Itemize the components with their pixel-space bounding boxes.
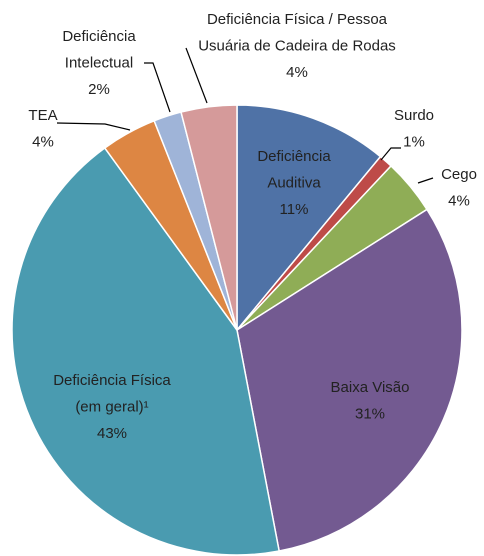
pie-slice	[236, 208, 463, 552]
value-label: 4%	[448, 192, 470, 209]
pie-slice	[236, 104, 382, 333]
value-label: 11%	[280, 201, 309, 218]
slice-label: Auditiva	[267, 174, 321, 191]
value-label: 2%	[88, 81, 110, 98]
slice-label: Surdo	[394, 107, 434, 124]
value-label: 43%	[97, 425, 127, 442]
leader-line	[144, 62, 171, 113]
slice-label: Deficiência Física / Pessoa	[207, 11, 388, 28]
slice-label: Deficiência	[257, 148, 331, 165]
pie-slice	[11, 146, 281, 556]
value-label: 4%	[32, 133, 54, 150]
pie-slice	[180, 104, 238, 331]
leader-line	[417, 177, 434, 184]
value-label: 1%	[403, 133, 425, 150]
value-label: 31%	[355, 405, 385, 422]
slice-label: Intelectual	[65, 54, 133, 71]
slice-label: Deficiência	[62, 28, 136, 45]
value-label: 4%	[286, 64, 308, 81]
leader-line	[185, 47, 208, 104]
slice-label: Usuária de Cadeira de Rodas	[198, 37, 396, 54]
slice-label: Baixa Visão	[331, 379, 410, 396]
slice-label: (em geral)¹	[75, 398, 148, 415]
slice-label: Cego	[441, 166, 477, 183]
leader-line	[56, 122, 131, 131]
leader-line	[380, 147, 401, 161]
slice-label: Deficiência Física	[53, 372, 171, 389]
slice-label: TEA	[28, 107, 57, 124]
